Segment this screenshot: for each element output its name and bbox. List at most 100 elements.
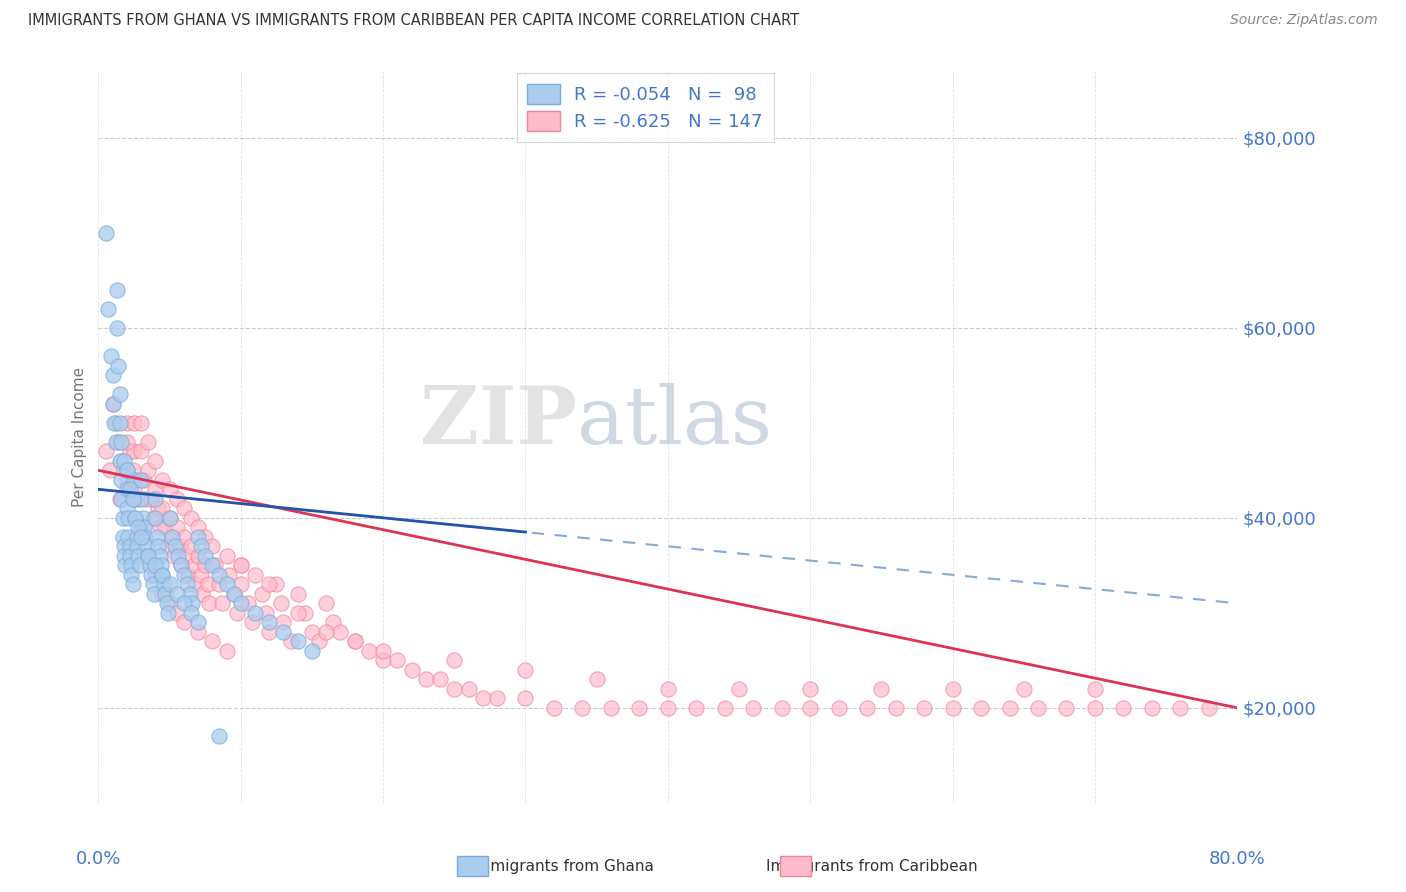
Point: [657, 701, 679, 715]
Point: [129, 416, 152, 430]
Point: [176, 549, 198, 563]
Point: [259, 624, 281, 639]
Point: [194, 558, 217, 573]
Point: [125, 539, 148, 553]
Point: [122, 473, 145, 487]
Point: [156, 596, 179, 610]
Point: [194, 549, 217, 563]
Point: [215, 644, 238, 658]
Point: [152, 501, 174, 516]
Point: [471, 691, 494, 706]
Point: [136, 463, 159, 477]
Point: [142, 587, 165, 601]
Point: [97, 301, 120, 316]
Point: [121, 463, 143, 477]
Point: [799, 681, 821, 696]
Point: [236, 596, 259, 610]
Point: [111, 511, 134, 525]
Point: [145, 558, 167, 573]
Point: [114, 558, 136, 573]
Point: [685, 701, 707, 715]
Text: IMMIGRANTS FROM GHANA VS IMMIGRANTS FROM CARIBBEAN PER CAPITA INCOME CORRELATION: IMMIGRANTS FROM GHANA VS IMMIGRANTS FROM…: [28, 13, 799, 29]
Point: [187, 549, 209, 563]
Point: [373, 644, 395, 658]
Point: [138, 558, 160, 573]
Point: [149, 520, 172, 534]
Point: [229, 577, 252, 591]
Point: [139, 567, 162, 582]
Point: [401, 663, 423, 677]
Point: [101, 368, 124, 383]
Point: [176, 577, 198, 591]
Point: [173, 567, 195, 582]
Point: [129, 520, 152, 534]
Point: [122, 483, 145, 497]
Point: [141, 511, 163, 525]
Point: [543, 701, 565, 715]
Point: [132, 473, 155, 487]
Point: [146, 530, 169, 544]
Point: [170, 558, 193, 573]
Text: Source: ZipAtlas.com: Source: ZipAtlas.com: [1230, 13, 1378, 28]
Point: [273, 624, 295, 639]
Point: [315, 596, 337, 610]
Point: [152, 473, 174, 487]
Point: [177, 567, 200, 582]
Point: [115, 463, 138, 477]
Point: [136, 434, 159, 449]
Point: [184, 577, 207, 591]
Point: [215, 549, 238, 563]
Point: [118, 539, 141, 553]
Point: [108, 387, 131, 401]
Point: [145, 454, 167, 468]
Point: [103, 416, 125, 430]
Point: [728, 681, 751, 696]
Point: [173, 596, 195, 610]
Point: [150, 558, 173, 573]
Text: ZIP: ZIP: [420, 384, 576, 461]
Point: [166, 587, 188, 601]
Point: [187, 624, 209, 639]
Point: [117, 530, 139, 544]
Point: [111, 530, 134, 544]
Point: [443, 681, 465, 696]
Point: [115, 434, 138, 449]
Point: [208, 729, 231, 743]
Point: [120, 558, 142, 573]
Point: [167, 549, 190, 563]
Point: [315, 624, 337, 639]
Point: [104, 416, 127, 430]
Point: [201, 634, 224, 648]
Point: [108, 491, 131, 506]
Point: [1170, 701, 1192, 715]
Point: [190, 567, 212, 582]
Point: [357, 644, 380, 658]
Point: [884, 701, 907, 715]
Point: [218, 567, 240, 582]
Point: [183, 558, 205, 573]
Point: [273, 615, 295, 630]
Point: [1112, 701, 1135, 715]
Point: [308, 634, 330, 648]
Point: [122, 444, 145, 458]
Point: [742, 701, 765, 715]
Point: [124, 511, 146, 525]
Point: [101, 397, 124, 411]
Point: [162, 530, 184, 544]
Point: [107, 434, 129, 449]
Point: [287, 587, 309, 601]
Point: [259, 615, 281, 630]
Point: [280, 634, 302, 648]
Point: [180, 539, 202, 553]
Point: [1026, 701, 1049, 715]
Point: [287, 606, 309, 620]
Point: [145, 483, 167, 497]
Point: [94, 226, 117, 240]
Point: [112, 454, 135, 468]
Point: [135, 539, 157, 553]
Point: [134, 491, 156, 506]
Point: [870, 681, 893, 696]
Point: [229, 558, 252, 573]
Point: [912, 701, 935, 715]
Point: [122, 416, 145, 430]
